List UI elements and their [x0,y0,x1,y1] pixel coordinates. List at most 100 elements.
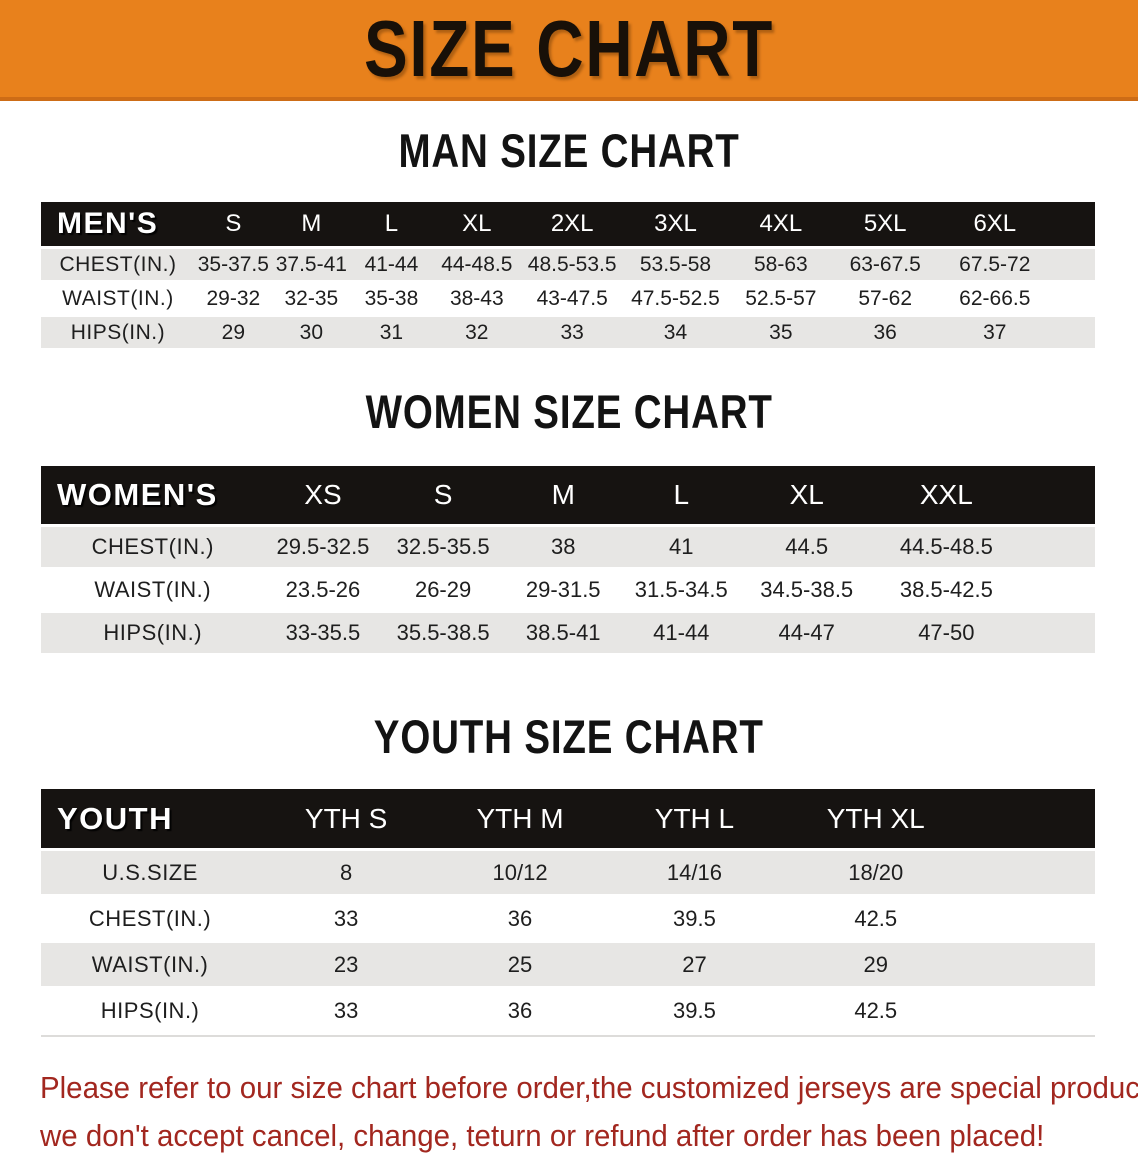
measurement-row: CHEST(IN.) 29.5-32.5 32.5-35.5 38 41 44.5 44.5… [41,527,1095,567]
size-value: 38-43 [432,283,522,314]
spacer-cell [1052,283,1095,314]
disclaimer: Please refer to our size chart before or… [40,1064,1138,1160]
size-value: 63-67.5 [833,249,937,280]
size-value: 52.5-57 [728,283,834,314]
size-value: 47-50 [872,613,1021,653]
disclaimer-line-1: Please refer to our size chart before or… [40,1070,1138,1105]
size-value: 35 [728,317,834,348]
size-value: 34 [622,317,729,348]
size-column-header: XS [264,466,382,524]
size-value: 32.5-35.5 [381,527,505,567]
size-value: 8 [259,851,434,894]
size-value: 37.5-41 [271,249,351,280]
measurement-row: WAIST(IN.) 29-32 32-35 35-38 38-43 43-47.5 47.… [41,283,1095,314]
size-value: 32 [432,317,522,348]
size-column-header: L [350,202,433,246]
size-header-row: MEN'S S M L XL 2XL 3XL 4XL 5XL 6XL [41,202,1095,246]
size-column-header: YTH M [433,789,607,848]
women-size-table: WOMEN'S XS S M L XL XXL CHEST(IN.) 29.5-32.5 32.5… [41,463,1095,656]
size-column-header: 4XL [728,202,834,246]
spacer-cell [1052,249,1095,280]
measurement-label: HIPS(IN.) [41,989,260,1032]
size-value: 42.5 [781,989,970,1032]
size-value: 38 [504,527,622,567]
size-column-header: 6XL [936,202,1053,246]
size-column-header: YTH S [259,789,434,848]
size-column-header: XL [432,202,522,246]
measurement-label: WAIST(IN.) [41,943,260,986]
size-column-header: YTH L [606,789,782,848]
size-column-header: M [504,466,622,524]
measurement-label: CHEST(IN.) [41,249,195,280]
size-column-header: XL [740,466,873,524]
size-column-header: S [194,202,272,246]
size-value: 47.5-52.5 [622,283,729,314]
spacer-cell [969,989,1095,1032]
page-title: SIZE CHART [319,8,819,89]
size-column-header: S [381,466,505,524]
measurement-row: WAIST(IN.) 23.5-26 26-29 29-31.5 31.5-34.5 34… [41,570,1095,610]
size-value: 44.5-48.5 [872,527,1021,567]
size-value: 26-29 [381,570,505,610]
spacer-cell [969,897,1095,940]
measurement-label: WAIST(IN.) [41,570,265,610]
measurement-label: HIPS(IN.) [41,317,195,348]
table-group-label: WOMEN'S [41,466,265,524]
size-value: 29-31.5 [504,570,622,610]
measurement-row: HIPS(IN.) 33 36 39.5 42.5 [41,989,1095,1032]
measurement-row: U.S.SIZE 8 10/12 14/16 18/20 [41,851,1095,894]
spacer-cell [1020,466,1095,524]
men-size-table: MEN'S S M L XL 2XL 3XL 4XL 5XL 6XL CHEST(IN.) 35-37… [41,199,1095,351]
size-column-header: L [621,466,741,524]
size-column-header: YTH XL [781,789,970,848]
size-column-header: 2XL [521,202,623,246]
spacer-cell [1052,202,1095,246]
size-header-row: YOUTH YTH S YTH M YTH L YTH XL [41,789,1095,848]
size-value: 38.5-42.5 [872,570,1021,610]
size-value: 31.5-34.5 [621,570,741,610]
size-value: 29 [194,317,272,348]
size-value: 23 [259,943,434,986]
measurement-row: HIPS(IN.) 29 30 31 32 33 34 35 36 37 [41,317,1095,348]
measurement-row: CHEST(IN.) 33 36 39.5 42.5 [41,897,1095,940]
measurement-row: WAIST(IN.) 23 25 27 29 [41,943,1095,986]
size-value: 29 [781,943,970,986]
table-group-label: YOUTH [41,789,260,848]
men-section-title-text: MAN SIZE CHART [398,124,740,177]
measurement-label: U.S.SIZE [41,851,260,894]
size-value: 34.5-38.5 [740,570,873,610]
women-section-title-text: WOMEN SIZE CHART [365,385,773,438]
spacer-cell [1020,570,1095,610]
size-value: 37 [936,317,1053,348]
spacer-cell [1052,317,1095,348]
size-value: 39.5 [606,897,782,940]
measurement-row: HIPS(IN.) 33-35.5 35.5-38.5 38.5-41 41-44 44-… [41,613,1095,653]
size-value: 41 [621,527,741,567]
spacer-cell [1020,527,1095,567]
size-column-header: XXL [872,466,1021,524]
size-value: 33 [259,897,434,940]
size-value: 33-35.5 [264,613,382,653]
women-section-title: WOMEN SIZE CHART [0,388,1138,435]
size-value: 35.5-38.5 [381,613,505,653]
size-value: 33 [521,317,623,348]
size-value: 35-37.5 [194,249,272,280]
spacer-cell [969,943,1095,986]
size-value: 62-66.5 [936,283,1053,314]
youth-size-table: YOUTH YTH S YTH M YTH L YTH XL U.S.SIZE 8 10/12… [41,786,1095,1037]
size-column-header: M [271,202,351,246]
size-value: 38.5-41 [504,613,622,653]
size-value: 18/20 [781,851,970,894]
size-value: 44-47 [740,613,873,653]
size-value: 32-35 [271,283,351,314]
size-value: 43-47.5 [521,283,623,314]
size-value: 58-63 [728,249,834,280]
size-value: 10/12 [433,851,607,894]
size-value: 30 [271,317,351,348]
size-value: 33 [259,989,434,1032]
size-value: 29-32 [194,283,272,314]
spacer-cell [969,789,1095,848]
size-value: 53.5-58 [622,249,729,280]
size-value: 42.5 [781,897,970,940]
